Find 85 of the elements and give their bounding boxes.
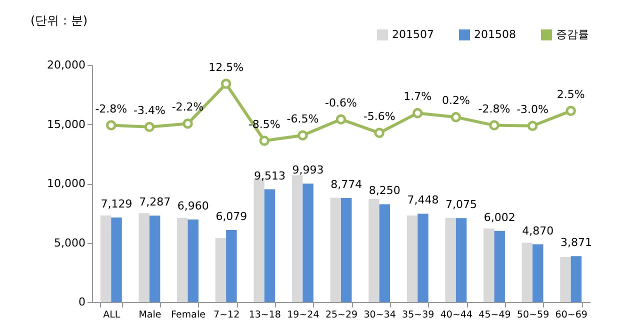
bar	[532, 244, 544, 302]
data-label: 7,075	[446, 198, 478, 212]
x-tick-label: 40~44	[440, 310, 472, 320]
data-label: 9,993	[292, 164, 324, 177]
point	[182, 118, 193, 129]
y-tick-label: 15,000	[47, 118, 86, 131]
y-tick-label: 5,000	[54, 236, 86, 250]
bar	[215, 238, 226, 302]
data-label: 0.2%	[442, 94, 470, 108]
y-tick-label: 10,000	[47, 177, 86, 190]
bar	[226, 230, 237, 302]
point	[144, 122, 155, 132]
bar	[302, 184, 314, 302]
bar	[368, 198, 380, 302]
point	[566, 106, 576, 116]
data-label: 1.7%	[404, 90, 432, 104]
bar	[177, 218, 188, 302]
data-label: -2.8%	[478, 102, 510, 116]
bar	[188, 220, 198, 302]
bar	[149, 216, 160, 302]
legend-label: 201507	[392, 28, 434, 41]
data-label: -2.2%	[172, 100, 204, 114]
data-label: 8,250	[368, 184, 400, 198]
y-tick-label: 0	[78, 296, 86, 308]
x-tick-label: 50~59	[516, 310, 550, 320]
bar	[100, 215, 112, 302]
data-label: -2.8%	[95, 102, 128, 116]
point	[298, 130, 308, 140]
point	[106, 120, 116, 130]
legend-label: 201508	[474, 28, 516, 41]
bar	[418, 214, 428, 302]
x-tick-label: 60~69	[555, 310, 588, 320]
bar	[264, 189, 276, 302]
x-tick-label: 30~34	[364, 310, 396, 320]
bar	[522, 242, 533, 302]
x-tick-label: 25~29	[325, 310, 358, 320]
point	[527, 120, 538, 131]
x-tick-label: 7~12	[214, 310, 240, 320]
bar	[445, 218, 456, 302]
bar	[570, 256, 582, 302]
data-label: 12.5%	[208, 60, 244, 74]
data-label: 2.5%	[556, 88, 585, 101]
point	[412, 108, 423, 118]
point	[259, 136, 270, 146]
point	[374, 128, 384, 138]
x-tick-label: ALL	[103, 310, 121, 320]
data-label: 7,287	[139, 196, 171, 209]
bar	[379, 204, 390, 302]
data-label: -6.5%	[286, 112, 319, 126]
data-label: 6,002	[484, 210, 516, 224]
data-label: 4,870	[522, 224, 554, 238]
x-tick-label: 35~39	[402, 310, 434, 320]
data-label: 6,960	[177, 200, 209, 213]
bar	[138, 213, 150, 302]
bar	[456, 218, 467, 302]
data-label: 7,129	[100, 198, 132, 211]
x-tick-label: 45~49	[478, 310, 511, 320]
data-label: -0.6%	[325, 96, 357, 110]
point	[489, 120, 500, 130]
bar	[330, 198, 341, 302]
data-label: -3.4%	[134, 104, 166, 117]
bar	[484, 228, 494, 302]
bar	[560, 256, 571, 302]
legend-label: 증감률	[556, 28, 589, 41]
point	[450, 112, 462, 122]
bar	[292, 175, 303, 302]
data-label: 6,079	[216, 210, 248, 223]
data-label: 9,513	[254, 169, 286, 182]
bar	[406, 215, 418, 302]
x-tick-label: 19~24	[287, 310, 320, 320]
y-tick-label: 20,000	[47, 58, 86, 72]
point	[336, 114, 346, 124]
x-tick-label: Male	[138, 310, 162, 320]
bar	[341, 198, 352, 302]
data-label: 7,448	[407, 194, 439, 207]
x-tick-label: 13~18	[248, 310, 281, 320]
y-axis-title: (단위 : 분)	[30, 14, 88, 28]
data-label: -3.0%	[516, 102, 548, 116]
data-label: -5.6%	[363, 110, 396, 123]
data-label: 8,774	[330, 178, 362, 192]
point	[220, 78, 232, 89]
data-label: 3,871	[560, 236, 592, 250]
x-tick-label: Female	[171, 310, 206, 320]
bar	[494, 230, 505, 302]
bar	[111, 218, 122, 302]
